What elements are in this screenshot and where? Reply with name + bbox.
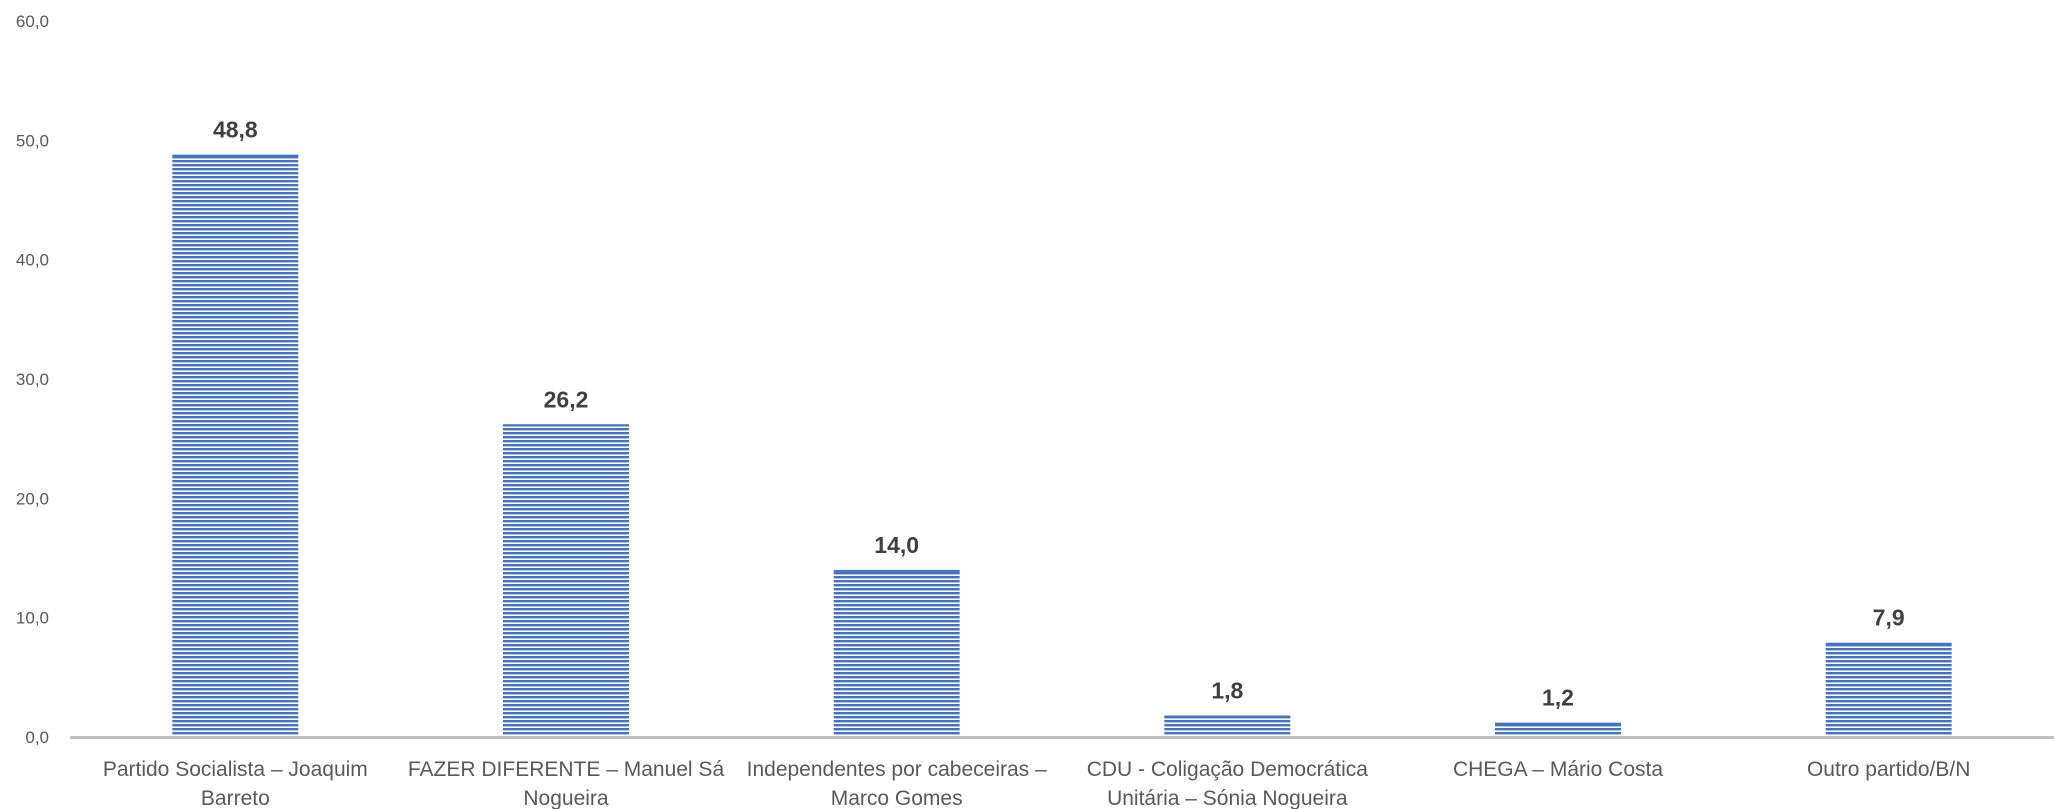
y-axis: 0,0 10,0 20,0 30,0 40,0 50,0 60,0 (16, 12, 49, 747)
bar-top-edge (1495, 722, 1621, 725)
data-label: 48,8 (213, 117, 258, 143)
x-tick-label: Nogueira (523, 787, 609, 809)
bar-top-edge (1825, 642, 1952, 645)
data-label: 1,2 (1542, 685, 1574, 711)
x-tick-label: CHEGA – Mário Costa (1453, 758, 1663, 781)
y-tick-label: 60,0 (16, 12, 49, 31)
x-tick-label: Unitária – Sónia Nogueira (1107, 787, 1348, 809)
bar-top-edge (833, 569, 960, 572)
bar (172, 154, 299, 738)
data-label: 26,2 (544, 386, 589, 412)
bar (833, 569, 960, 737)
bar-top-edge (503, 424, 629, 427)
data-label: 14,0 (874, 532, 919, 558)
y-tick-label: 50,0 (16, 131, 49, 150)
x-axis: Partido Socialista – Joaquim Barreto FAZER… (70, 736, 2054, 809)
x-tick-label: CDU - Coligação Democrática (1087, 758, 1369, 781)
bar-top-edge (172, 154, 299, 157)
x-tick-label: Barreto (201, 787, 270, 809)
bar (1164, 715, 1291, 737)
x-tick-label: Outro partido/B/N (1807, 758, 1970, 781)
y-tick-label: 30,0 (16, 370, 49, 389)
x-axis-line (70, 736, 2054, 739)
bar (1495, 722, 1621, 737)
data-label: 1,8 (1211, 678, 1243, 704)
y-tick-label: 10,0 (16, 609, 49, 628)
y-tick-label: 20,0 (16, 489, 49, 508)
bar (503, 424, 629, 737)
x-tick-label: Independentes por cabeceiras – (747, 758, 1047, 781)
x-tick-label: Marco Gomes (831, 787, 963, 809)
bars-group (172, 154, 1952, 738)
y-tick-label: 40,0 (16, 251, 49, 270)
y-tick-label: 0,0 (25, 728, 49, 747)
data-labels-group: 48,8 26,2 14,0 1,8 1,2 7,9 (213, 117, 1905, 711)
x-tick-label: Partido Socialista – Joaquim (103, 758, 368, 781)
x-tick-label: FAZER DIFERENTE – Manuel Sá (408, 758, 725, 781)
bar (1825, 642, 1952, 737)
bar-top-edge (1164, 715, 1291, 718)
data-label: 7,9 (1873, 605, 1905, 631)
